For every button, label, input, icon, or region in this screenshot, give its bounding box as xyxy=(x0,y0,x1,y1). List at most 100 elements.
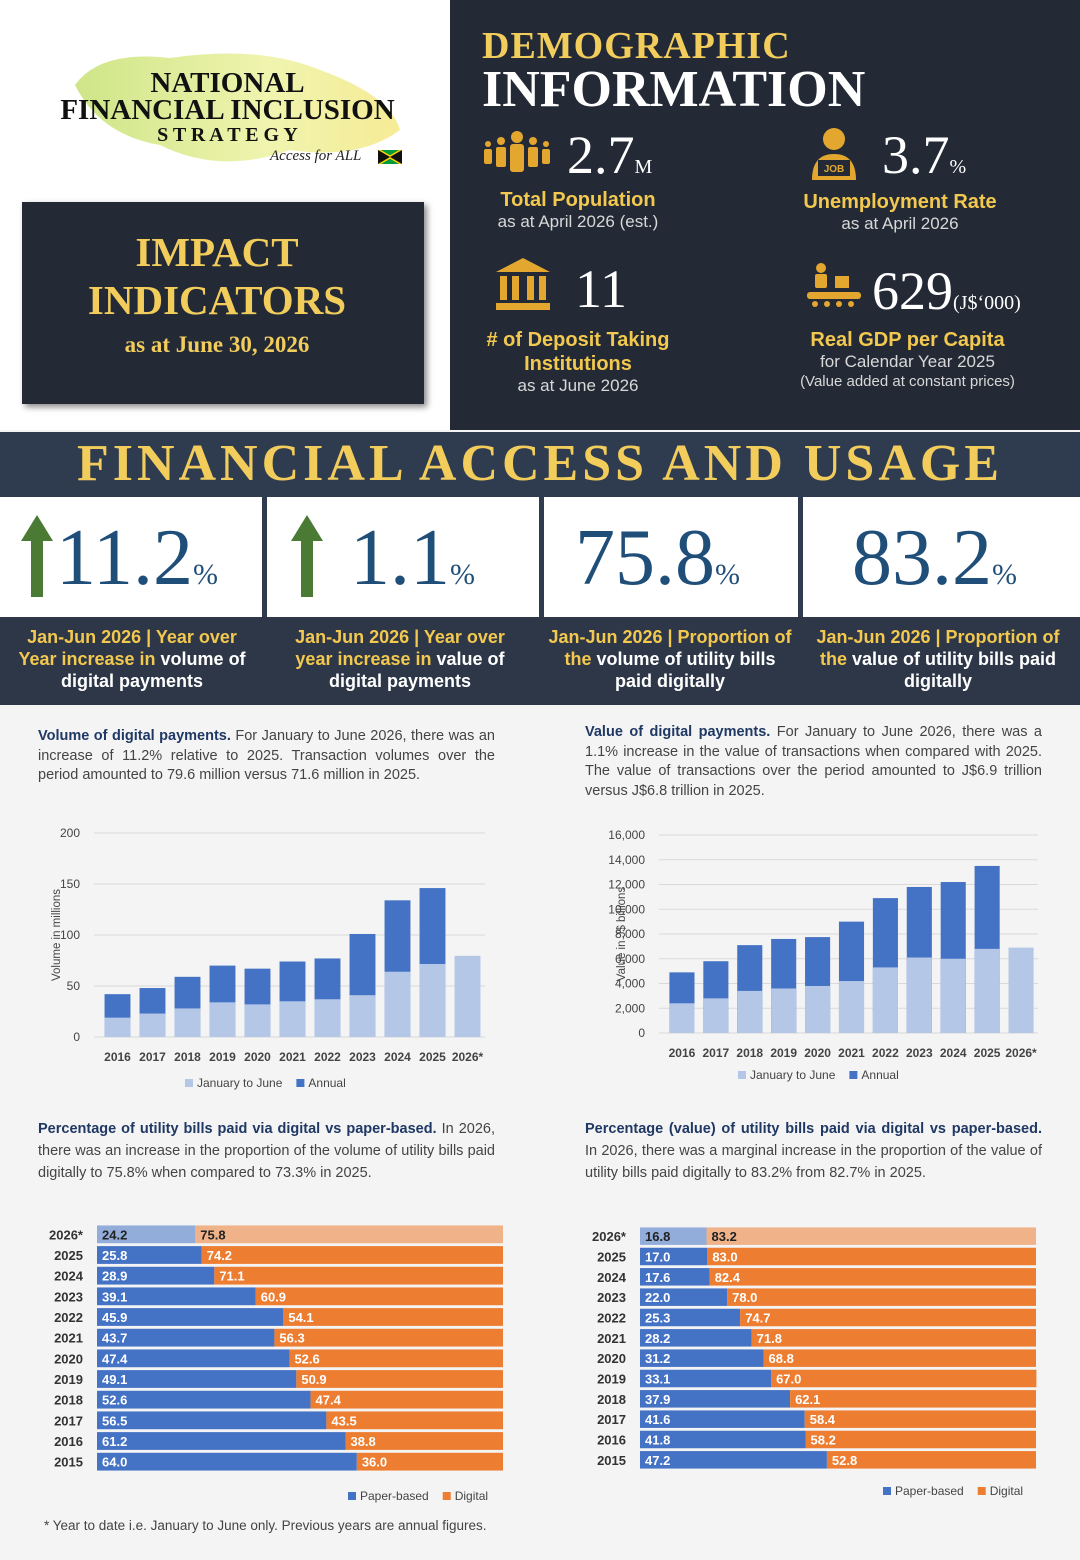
data-label: 25.8 xyxy=(102,1248,127,1263)
y-tick-label: 16,000 xyxy=(608,828,645,842)
y-tick-label: 200 xyxy=(60,826,80,840)
y-tick-label: 2026* xyxy=(49,1227,84,1242)
bar-segment xyxy=(97,1349,290,1368)
y-tick-label: 2023 xyxy=(54,1289,83,1304)
dem-note: as at April 2026 xyxy=(841,214,959,233)
data-label: 28.2 xyxy=(645,1331,670,1346)
bar xyxy=(737,990,763,1033)
data-label: 47.4 xyxy=(102,1351,128,1366)
legend-swatch xyxy=(883,1487,891,1495)
data-label: 41.8 xyxy=(645,1433,670,1448)
icon-job: JOB xyxy=(812,128,856,180)
dem-value: 3.7 xyxy=(882,125,950,185)
demographics-panel xyxy=(450,0,1080,430)
card-value: 83.2 xyxy=(852,514,992,602)
bar-segment xyxy=(640,1369,772,1388)
section-body: In 2026, there was a marginal increase i… xyxy=(585,1143,1042,1181)
bar-segment xyxy=(707,1247,1036,1266)
bar-segment xyxy=(97,1308,284,1326)
x-tick-label: 2021 xyxy=(838,1046,865,1060)
data-label: 74.2 xyxy=(207,1248,232,1263)
data-label: 50.9 xyxy=(301,1372,326,1387)
x-tick-label: 2016 xyxy=(669,1046,696,1060)
bar-segment xyxy=(214,1266,504,1285)
data-label: 38.8 xyxy=(350,1434,375,1449)
x-tick-label: 2017 xyxy=(139,1050,166,1064)
icon-population xyxy=(484,131,550,172)
dem-text: # of Deposit Taking Institutions as at J… xyxy=(473,328,683,396)
bar xyxy=(174,1008,201,1037)
y-tick-label: 50 xyxy=(67,979,81,993)
card-desc-rest: volume of utility bills paid digitally xyxy=(596,649,776,691)
card-desc: Jan-Jun 2026 | Proportion of the value o… xyxy=(812,626,1064,692)
bar xyxy=(906,957,932,1033)
legend-swatch xyxy=(296,1079,305,1087)
y-tick-label: 2023 xyxy=(597,1290,626,1305)
bar xyxy=(838,981,865,1033)
data-label: 17.0 xyxy=(645,1250,670,1265)
y-tick-label: 2025 xyxy=(597,1250,626,1265)
x-tick-label: 2024 xyxy=(940,1046,967,1060)
legend-label: Digital xyxy=(455,1489,488,1503)
bar-segment xyxy=(790,1390,1036,1408)
data-label: 52.6 xyxy=(294,1351,319,1366)
bar-segment xyxy=(763,1349,1036,1367)
bar-segment xyxy=(640,1329,752,1347)
data-label: 68.8 xyxy=(769,1351,794,1366)
dem-value-block: 629(J$‘000) xyxy=(872,264,1021,318)
section-heading: Percentage of utility bills paid via dig… xyxy=(38,1121,437,1137)
impact-subtitle: as at June 30, 2026 xyxy=(124,332,310,357)
bar xyxy=(454,955,481,1037)
data-label: 83.2 xyxy=(712,1229,737,1244)
bar-segment xyxy=(640,1288,728,1306)
y-tick-label: 150 xyxy=(60,877,80,891)
card-value: 1.1 xyxy=(350,514,450,602)
dem-note: (Value added at constant prices) xyxy=(800,373,1015,390)
data-label: 17.6 xyxy=(645,1270,670,1285)
x-tick-label: 2022 xyxy=(872,1046,899,1060)
bar-segment xyxy=(640,1308,741,1327)
bar-segment xyxy=(640,1451,827,1469)
card-unit: % xyxy=(193,558,219,591)
y-tick-label: 12,000 xyxy=(608,878,645,892)
section: Percentage (value) of utility bills paid… xyxy=(585,1118,1042,1184)
bar-segment xyxy=(255,1287,503,1306)
logo-line: NATIONAL xyxy=(150,67,305,99)
data-label: 54.1 xyxy=(288,1310,313,1325)
y-tick-label: 2024 xyxy=(597,1270,627,1285)
data-label: 83.0 xyxy=(712,1250,737,1265)
data-label: 62.1 xyxy=(795,1392,820,1407)
dem-value-block: 11 xyxy=(575,262,627,316)
data-label: 56.3 xyxy=(279,1331,304,1346)
data-label: 47.4 xyxy=(316,1393,342,1408)
data-label: 61.2 xyxy=(102,1434,127,1449)
dem-value-block: 2.7M xyxy=(567,128,652,182)
legend-swatch xyxy=(849,1071,858,1079)
dem-text: Total Population as at April 2026 (est.) xyxy=(468,188,688,232)
card-desc: Jan-Jun 2026 | Proportion of the volume … xyxy=(544,626,796,692)
y-tick-label: 2015 xyxy=(597,1453,626,1468)
y-tick-label: 2017 xyxy=(54,1413,83,1428)
bar-segment xyxy=(804,1410,1036,1428)
data-label: 33.1 xyxy=(645,1372,670,1387)
section-body: For January to June 2026, there was a 1.… xyxy=(585,724,1042,799)
bar-segment xyxy=(195,1225,503,1244)
bar-segment xyxy=(826,1451,1036,1469)
y-tick-label: 4,000 xyxy=(615,977,645,991)
dem-value: 2.7 xyxy=(567,125,635,185)
bar xyxy=(1008,947,1034,1033)
section: Percentage of utility bills paid via dig… xyxy=(38,1118,495,1184)
section: Volume of digital payments. For January … xyxy=(38,727,495,786)
demographics-title-top: DEMOGRAPHIC xyxy=(482,25,791,67)
x-tick-label: 2025 xyxy=(419,1050,446,1064)
data-label: 56.5 xyxy=(102,1413,127,1428)
legend-swatch xyxy=(185,1079,193,1087)
legend-swatch xyxy=(977,1487,986,1495)
y-tick-label: 100 xyxy=(60,928,80,942)
data-label: 43.7 xyxy=(102,1331,127,1346)
bar-segment xyxy=(97,1246,202,1264)
bar-segment xyxy=(289,1349,503,1368)
card xyxy=(0,497,262,617)
card-desc-lead: Jan-Jun 2026 | Year over year increase i… xyxy=(295,627,505,669)
bar-segment xyxy=(640,1268,710,1286)
